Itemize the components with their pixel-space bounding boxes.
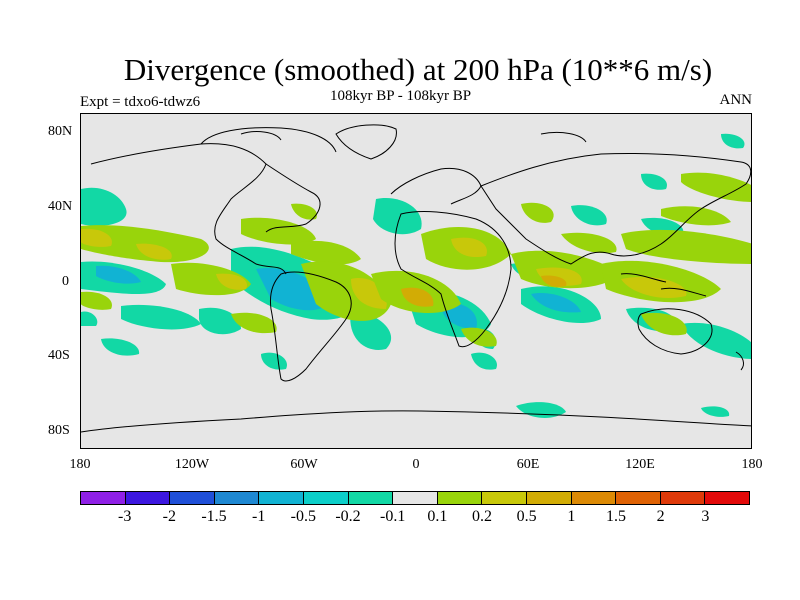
colorbar-box [125, 492, 171, 504]
colorbar-label: -3 [117, 508, 132, 525]
experiment-label: Expt = tdxo6-tdwz6 [80, 94, 201, 110]
colorbar-box [170, 492, 215, 504]
colorbar-label: -0.2 [335, 508, 361, 525]
lat-label-40s: 40S [48, 348, 70, 363]
colorbar-box [616, 492, 661, 504]
coastlines [81, 124, 751, 433]
colorbar-label: -0.1 [379, 508, 406, 525]
colorbar-box [705, 492, 749, 504]
colorbar-box [660, 492, 706, 504]
colorbar-label: 1 [567, 508, 576, 525]
lat-label-0: 0 [62, 274, 69, 289]
colorbar-box [81, 492, 126, 504]
lon-label-120w: 120W [174, 457, 210, 472]
divergence-map [80, 113, 752, 449]
colorbar-label: 3 [701, 508, 710, 525]
colorbar-label: -2 [162, 508, 176, 525]
colorbar-label: -1.5 [201, 508, 227, 525]
colorbar-box [259, 492, 304, 504]
colorbar-box [437, 492, 483, 504]
lat-label-80n: 80N [48, 124, 73, 139]
plot-subtitle: 108kyr BP - 108kyr BP [330, 88, 472, 104]
colorbar-box [214, 492, 260, 504]
colorbar [80, 491, 750, 505]
lon-label-0: 0 [412, 457, 420, 472]
map-svg [81, 124, 751, 433]
colorbar-label: 0.5 [516, 508, 537, 525]
colorbar-label: 0.1 [427, 508, 448, 525]
colorbar-box [482, 492, 527, 504]
lon-label-60e: 60E [516, 457, 540, 472]
colorbar-box [393, 492, 438, 504]
colorbar-label: 1.5 [606, 508, 626, 525]
colorbar-box [526, 492, 572, 504]
plot-title: Divergence (smoothed) at 200 hPa (10**6 … [123, 52, 713, 87]
lat-label-80s: 80S [48, 423, 70, 438]
lon-label-120e: 120E [625, 457, 655, 472]
lat-label-40n: 40N [48, 199, 73, 214]
lon-label-180w: 180 [69, 457, 91, 472]
colorbar-label: -0.5 [290, 508, 316, 525]
colorbar-label: 2 [656, 508, 665, 525]
colorbar-label: -1 [251, 508, 266, 525]
lon-label-60w: 60W [290, 457, 318, 472]
positive-divergence-regions [81, 172, 751, 347]
lon-label-180e: 180 [741, 457, 763, 472]
colorbar-box [571, 492, 617, 504]
colorbar-box [348, 492, 394, 504]
season-label: ANN [719, 92, 753, 108]
colorbar-label: 0.2 [472, 508, 492, 525]
colorbar-box [303, 492, 349, 504]
